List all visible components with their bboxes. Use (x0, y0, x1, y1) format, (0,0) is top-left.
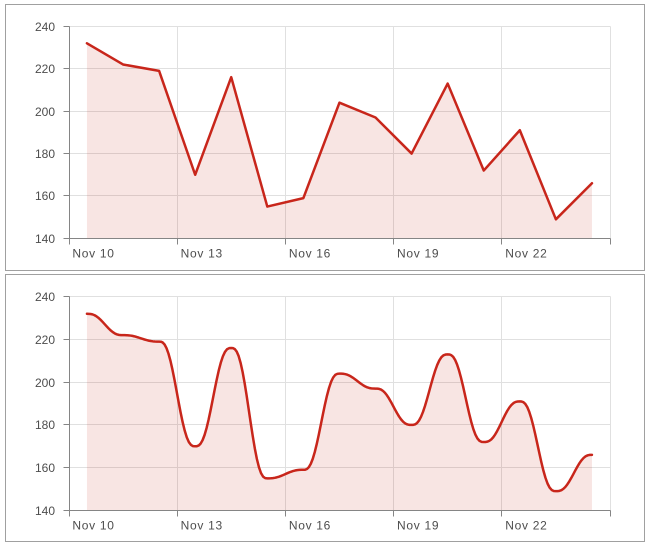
svg-text:140: 140 (35, 232, 55, 246)
svg-text:Nov 22: Nov 22 (505, 247, 547, 261)
svg-text:Nov 13: Nov 13 (181, 247, 223, 261)
svg-text:180: 180 (35, 147, 55, 161)
svg-text:Nov 13: Nov 13 (181, 519, 223, 533)
svg-text:200: 200 (35, 105, 55, 119)
svg-text:Nov 10: Nov 10 (72, 519, 114, 533)
svg-text:Nov 10: Nov 10 (72, 247, 114, 261)
svg-text:220: 220 (35, 62, 55, 76)
svg-text:180: 180 (35, 418, 55, 432)
svg-text:220: 220 (35, 333, 55, 347)
svg-text:240: 240 (35, 20, 55, 34)
svg-text:Nov 19: Nov 19 (397, 247, 439, 261)
svg-text:140: 140 (35, 504, 55, 518)
svg-text:Nov 16: Nov 16 (289, 247, 331, 261)
svg-text:Nov 19: Nov 19 (397, 519, 439, 533)
svg-text:Nov 22: Nov 22 (505, 519, 547, 533)
svg-text:160: 160 (35, 189, 55, 203)
svg-text:Nov 16: Nov 16 (289, 519, 331, 533)
svg-text:160: 160 (35, 461, 55, 475)
svg-text:200: 200 (35, 376, 55, 390)
svg-text:240: 240 (35, 290, 55, 304)
